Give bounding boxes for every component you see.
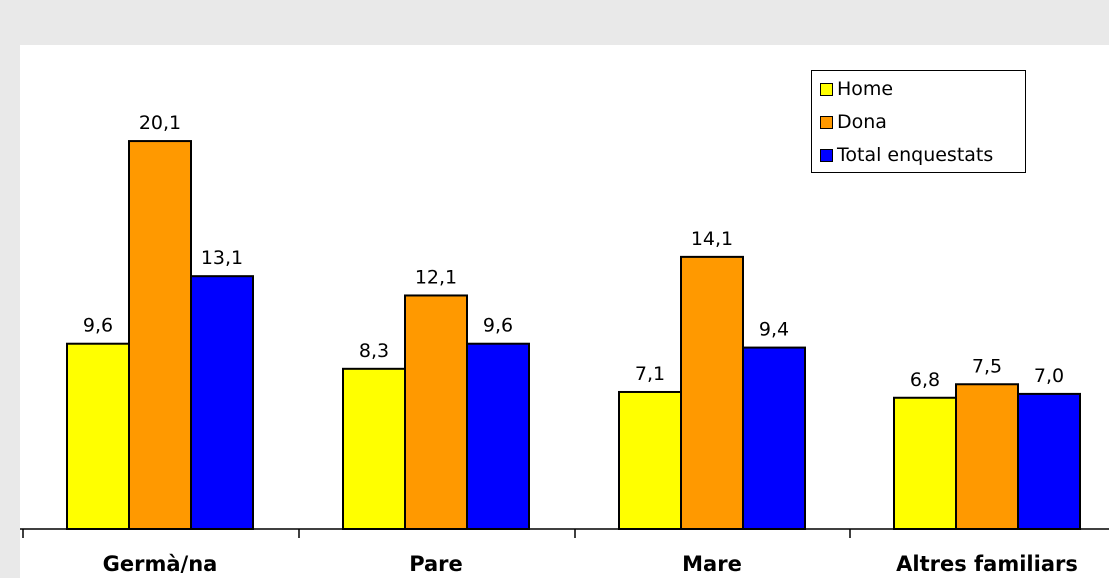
bar-home-pare [342, 367, 406, 530]
value-labels-group: 9,6 20,1 13,1 8,3 12,1 9,6 7,1 14,1 9,4 6,8 7,5 7,0 [83, 112, 1064, 391]
value-label-dona-pare: 12,1 [415, 266, 457, 288]
bars-group [66, 140, 1081, 531]
value-label-dona-mare: 14,1 [691, 228, 733, 250]
bar-home-altres-familiars [893, 396, 957, 531]
legend-label-dona: Dona [837, 111, 887, 133]
legend-label-home: Home [837, 78, 894, 100]
bar-total-enquestats-altres-familiars [1017, 392, 1081, 530]
value-label-home-altres-familiars: 6,8 [910, 369, 940, 391]
bar-home-germa-na [66, 342, 130, 530]
category-label-germa-na: Germà/na [103, 552, 218, 576]
bar-total-enquestats-mare [742, 346, 806, 530]
category-labels-group: Germà/na Pare Mare Altres familiars [103, 552, 1078, 576]
bar-total-enquestats-pare [466, 342, 530, 530]
category-label-pare: Pare [409, 552, 463, 576]
bar-dona-mare [680, 255, 744, 530]
legend-swatch-dona [820, 115, 833, 129]
legend: Home Dona Total enquestats [811, 70, 1026, 173]
bar-dona-altres-familiars [955, 383, 1019, 530]
bar-home-mare [618, 390, 682, 530]
value-label-dona-germa-na: 20,1 [139, 112, 181, 134]
legend-swatch-home [820, 82, 833, 96]
value-label-home-pare: 8,3 [359, 340, 389, 362]
category-label-mare: Mare [682, 552, 742, 576]
value-label-home-germa-na: 9,6 [83, 315, 113, 337]
value-label-total-enquestats-mare: 9,4 [759, 319, 789, 341]
legend-item-home: Home [820, 77, 893, 101]
legend-swatch-total [820, 148, 833, 162]
value-label-total-enquestats-pare: 9,6 [483, 315, 513, 337]
value-label-total-enquestats-germa-na: 13,1 [201, 247, 243, 269]
legend-label-total: Total enquestats [837, 144, 994, 166]
bar-total-enquestats-germa-na [190, 275, 254, 531]
value-label-dona-altres-familiars: 7,5 [972, 355, 1002, 377]
bar-dona-germa-na [128, 140, 192, 530]
legend-item-dona: Dona [820, 110, 887, 134]
value-label-total-enquestats-altres-familiars: 7,0 [1034, 365, 1064, 387]
category-label-altres-familiars: Altres familiars [896, 552, 1078, 576]
legend-item-total: Total enquestats [820, 143, 993, 167]
value-label-home-mare: 7,1 [635, 363, 665, 385]
bar-dona-pare [404, 294, 468, 530]
x-axis [20, 528, 1109, 538]
